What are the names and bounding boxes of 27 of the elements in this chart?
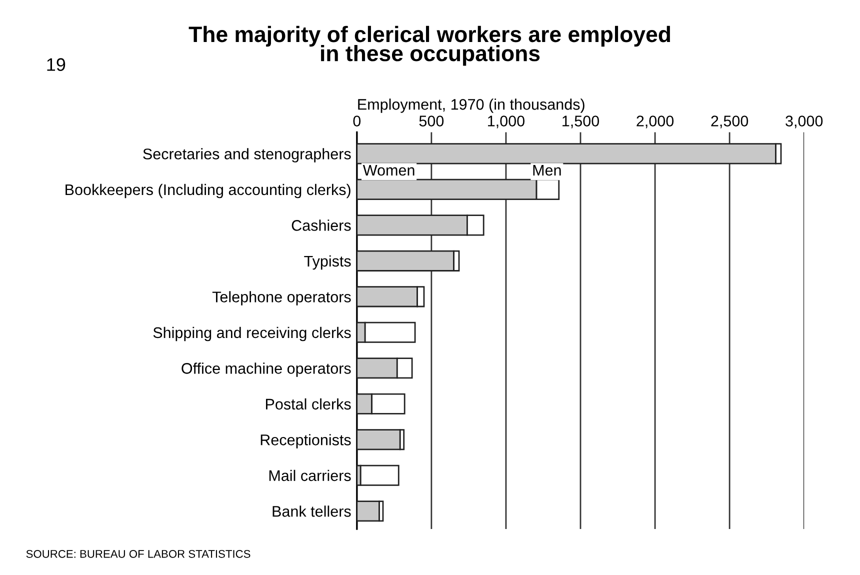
- chart-title: The majority of clerical workers are employed in these occupations: [188, 26, 670, 66]
- y-tick-label: Office machine operators: [182, 362, 351, 377]
- bar: [360, 464, 400, 486]
- y-tick-label: Bookkeepers (Including accounting clerks): [66, 184, 350, 198]
- text: 19: [47, 58, 66, 71]
- x-tick-label: 500: [419, 116, 444, 126]
- y-tick-label: Mail carriers: [269, 470, 351, 482]
- y-tick-label: Typists: [304, 255, 351, 270]
- y-tick-label: Shipping and receiving clerks: [153, 326, 351, 342]
- y-tick-label: Receptionists: [260, 434, 351, 448]
- x-tick-label: 1,500: [562, 116, 600, 128]
- x-tick-label: 1,000: [488, 116, 524, 128]
- bar: [356, 429, 401, 450]
- x-tick-label: 2,000: [636, 116, 674, 128]
- y-tick-label: Secretaries and stenographers: [143, 148, 351, 162]
- bar: [356, 500, 380, 522]
- source-note: SOURCE: BUREAU OF LABOR STATISTICS: [26, 550, 250, 558]
- x-tick-label: 3,000: [786, 116, 823, 128]
- y-tick-label: Cashiers: [292, 220, 351, 231]
- x-axis-title: Employment, 1970 (in thousands): [358, 98, 584, 113]
- y-tick-label: Postal clerks: [266, 398, 351, 410]
- x-tick-label: 0: [353, 116, 361, 126]
- series-label: Women: [362, 165, 414, 176]
- series-label: Men: [533, 165, 561, 176]
- y-tick-label: Telephone operators: [212, 291, 351, 306]
- y-tick-label: Bank tellers: [272, 506, 351, 517]
- x-tick-label: 2,500: [711, 116, 748, 128]
